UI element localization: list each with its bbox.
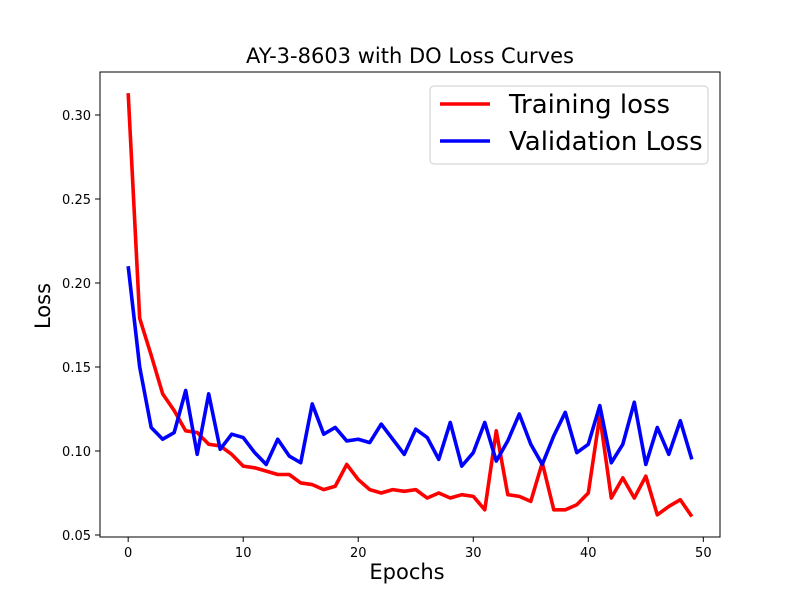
y-tick-label: 0.05	[62, 529, 91, 544]
x-tick-label: 40	[580, 546, 597, 561]
legend-box	[429, 85, 709, 165]
y-axis-title: Loss	[31, 283, 55, 329]
y-tick-label: 0.15	[62, 361, 91, 376]
legend-label: Training loss	[508, 90, 670, 120]
x-tick-label: 0	[124, 546, 132, 561]
x-tick-label: 20	[350, 546, 367, 561]
x-tick-label: 10	[235, 546, 252, 561]
chart-title: AY-3-8603 with DO Loss Curves	[246, 44, 574, 68]
x-axis-title: Epochs	[369, 560, 444, 584]
plot-frame	[99, 71, 721, 538]
y-tick-label: 0.10	[62, 445, 91, 460]
y-tick-label: 0.20	[62, 277, 91, 292]
x-tick-label: 50	[695, 546, 712, 561]
y-tick-label: 0.25	[62, 193, 91, 208]
plot-area	[99, 71, 721, 538]
x-axis: 0 10 20 30 40 50	[124, 537, 712, 561]
legend-label: Validation Loss	[509, 127, 703, 157]
series-line-validation-loss	[126, 265, 694, 468]
x-tick-label: 30	[465, 546, 482, 561]
y-axis: 0.05 0.10 0.15 0.20 0.25 0.30	[62, 109, 100, 544]
series-lines	[126, 93, 694, 518]
legend: Training loss Validation Loss	[429, 85, 709, 165]
y-tick-label: 0.30	[62, 109, 91, 124]
